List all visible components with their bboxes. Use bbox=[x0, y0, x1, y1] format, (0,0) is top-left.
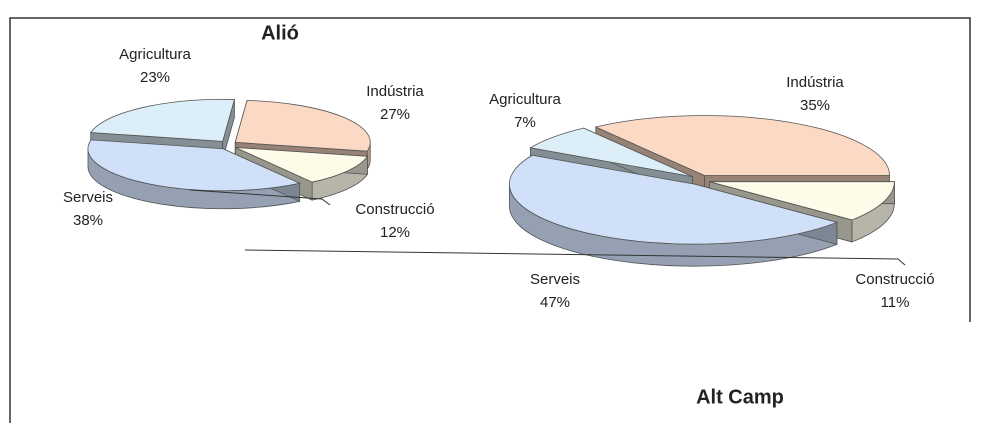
slice-label: Indústria bbox=[786, 74, 844, 91]
leader-line bbox=[189, 189, 331, 206]
slice bbox=[529, 127, 693, 178]
slice-label: Construcció bbox=[855, 271, 934, 288]
value-label: 7% bbox=[514, 114, 536, 131]
slice bbox=[235, 147, 369, 183]
slice-label: Indústria bbox=[366, 83, 424, 100]
slice bbox=[509, 154, 839, 245]
slice bbox=[89, 98, 235, 142]
leader-line bbox=[244, 249, 906, 266]
slice-label: Agricultura bbox=[489, 91, 561, 108]
slice-label: Serveis bbox=[530, 271, 580, 288]
value-label: 38% bbox=[73, 212, 103, 229]
slice bbox=[234, 100, 371, 152]
slice bbox=[709, 181, 895, 221]
value-label: 47% bbox=[540, 294, 570, 311]
chart-title: Alió bbox=[261, 22, 299, 44]
value-label: 27% bbox=[380, 106, 410, 123]
frame bbox=[9, 17, 971, 423]
chart-title: Alt Camp bbox=[696, 386, 784, 408]
value-label: 23% bbox=[140, 69, 170, 86]
value-label: 12% bbox=[380, 224, 410, 241]
slice-label: Construcció bbox=[355, 201, 434, 218]
slice-label: Serveis bbox=[63, 189, 113, 206]
value-label: 11% bbox=[881, 294, 910, 311]
slice bbox=[594, 115, 890, 176]
slice-label: Agricultura bbox=[119, 46, 191, 63]
slice bbox=[87, 139, 301, 192]
value-label: 35% bbox=[800, 97, 830, 114]
